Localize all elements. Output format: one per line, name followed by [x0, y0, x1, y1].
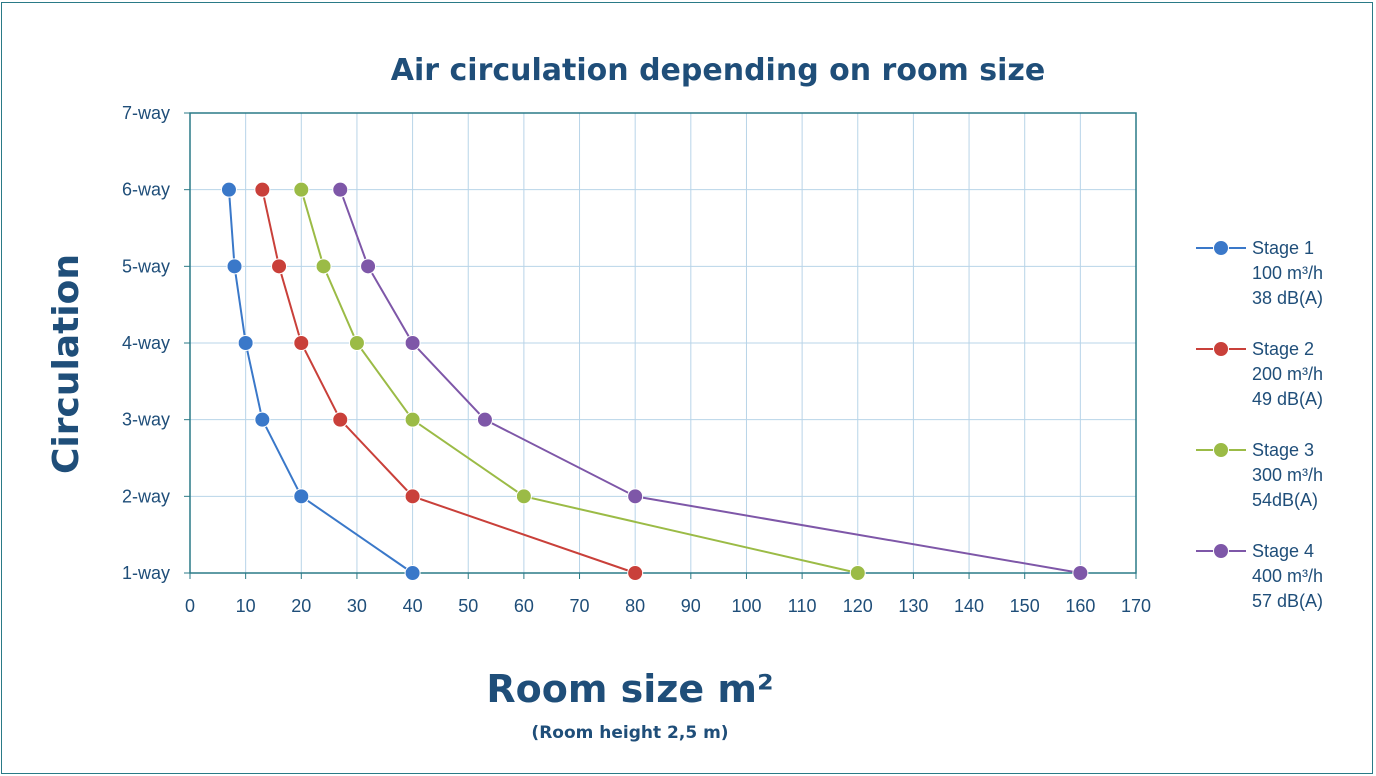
data-point [404, 488, 421, 505]
x-axis-label: Room size m² [486, 667, 773, 711]
legend-marker [1213, 442, 1229, 458]
x-tick-label: 0 [185, 596, 195, 616]
series-line [261, 189, 636, 574]
series-stage-3 [293, 181, 866, 581]
legend-label: 38 dB(A) [1252, 288, 1323, 308]
y-axis-label: Circulation [46, 254, 87, 474]
y-tick-label: 2-way [122, 486, 170, 506]
x-tick-label: 30 [347, 596, 367, 616]
data-point [254, 181, 271, 198]
data-point [237, 335, 254, 351]
legend-item-stage-1: Stage 1 100 m³/h 38 dB(A) [1196, 238, 1323, 308]
legend-item-stage-4: Stage 4 400 m³/h 57 dB(A) [1196, 541, 1323, 611]
data-point [293, 335, 310, 351]
x-tick-label: 170 [1121, 596, 1151, 616]
data-point [315, 258, 332, 275]
x-tick-label: 150 [1010, 596, 1040, 616]
x-tick-label: 60 [514, 596, 534, 616]
series-line [339, 189, 1081, 574]
legend-label: Stage 2 [1252, 339, 1314, 359]
series-line [227, 189, 414, 574]
legend-label: 49 dB(A) [1252, 389, 1323, 409]
data-point [476, 411, 493, 428]
x-axis-ticks: 0 10 20 30 40 50 60 70 80 90 100 110 120 130 140 150 160… [185, 573, 1151, 616]
legend-label: 200 m³/h [1252, 364, 1323, 384]
x-tick-label: 100 [731, 596, 761, 616]
data-point [348, 335, 365, 351]
y-tick-label: 6-way [122, 180, 170, 200]
x-tick-label: 120 [843, 596, 873, 616]
series-stage-1 [220, 181, 421, 581]
x-tick-label: 10 [236, 596, 256, 616]
data-point [360, 258, 377, 275]
y-axis-ticks: 1-way 2-way 3-way 4-way 5-way 6-way 7-way [122, 103, 190, 583]
x-tick-label: 70 [570, 596, 590, 616]
x-tick-label: 90 [681, 596, 701, 616]
data-point [271, 258, 288, 275]
y-tick-label: 4-way [122, 333, 170, 353]
legend-marker [1213, 341, 1229, 357]
x-axis-sublabel: (Room height 2,5 m) [531, 723, 728, 743]
x-tick-label: 160 [1065, 596, 1095, 616]
x-tick-label: 110 [788, 596, 817, 616]
legend-label: Stage 4 [1252, 541, 1314, 561]
data-point [293, 181, 310, 198]
x-tick-label: 20 [291, 596, 311, 616]
legend-label: Stage 1 [1252, 238, 1314, 258]
data-point [226, 258, 243, 275]
x-tick-label: 80 [625, 596, 645, 616]
data-point [515, 488, 532, 505]
x-tick-label: 140 [954, 596, 984, 616]
legend-label: 300 m³/h [1252, 465, 1323, 485]
data-point [293, 488, 310, 505]
data-point [1072, 565, 1089, 581]
legend: Stage 1 100 m³/h 38 dB(A) Stage 2 200 m³/h 49… [1196, 238, 1323, 611]
legend-label: Stage 3 [1252, 440, 1314, 460]
series-stage-2 [254, 181, 644, 581]
data-point [254, 411, 271, 428]
data-point [220, 181, 237, 198]
legend-item-stage-2: Stage 2 200 m³/h 49 dB(A) [1196, 339, 1323, 409]
legend-label: 54dB(A) [1252, 490, 1318, 510]
x-tick-label: 50 [458, 596, 478, 616]
data-point [849, 565, 866, 581]
y-tick-label: 1-way [122, 563, 170, 583]
y-tick-label: 7-way [122, 103, 170, 123]
data-point [627, 488, 644, 505]
legend-item-stage-3: Stage 3 300 m³/h 54dB(A) [1196, 440, 1323, 510]
data-point [404, 335, 421, 351]
data-point [332, 181, 349, 198]
grid [189, 112, 1137, 574]
chart-title: Air circulation depending on room size [391, 53, 1045, 88]
legend-label: 57 dB(A) [1252, 591, 1323, 611]
legend-marker [1213, 543, 1229, 559]
legend-marker [1213, 240, 1229, 256]
series-stage-4 [332, 181, 1089, 581]
x-tick-label: 130 [898, 596, 928, 616]
y-tick-label: 3-way [122, 410, 170, 430]
legend-label: 400 m³/h [1252, 566, 1323, 586]
series-line [300, 189, 858, 574]
data-point [404, 565, 421, 581]
data-point [404, 411, 421, 428]
legend-label: 100 m³/h [1252, 263, 1323, 283]
series-group [220, 181, 1089, 581]
x-tick-label: 40 [403, 596, 423, 616]
data-point [332, 411, 349, 428]
data-point [627, 565, 644, 581]
y-tick-label: 5-way [122, 256, 170, 276]
